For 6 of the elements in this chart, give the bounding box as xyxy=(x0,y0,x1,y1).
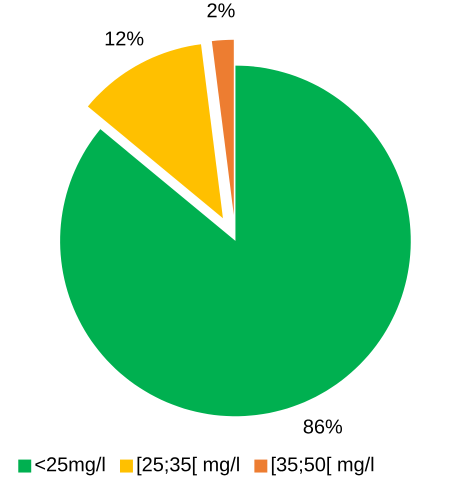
legend-label: <25mg/l xyxy=(36,456,105,476)
legend-label: [25;35[ mg/l xyxy=(138,456,240,476)
legend-label: [35;50[ mg/l xyxy=(272,456,374,476)
data-label: 12% xyxy=(106,31,144,46)
data-label: 86% xyxy=(304,419,342,434)
data-label: 2% xyxy=(208,3,235,18)
